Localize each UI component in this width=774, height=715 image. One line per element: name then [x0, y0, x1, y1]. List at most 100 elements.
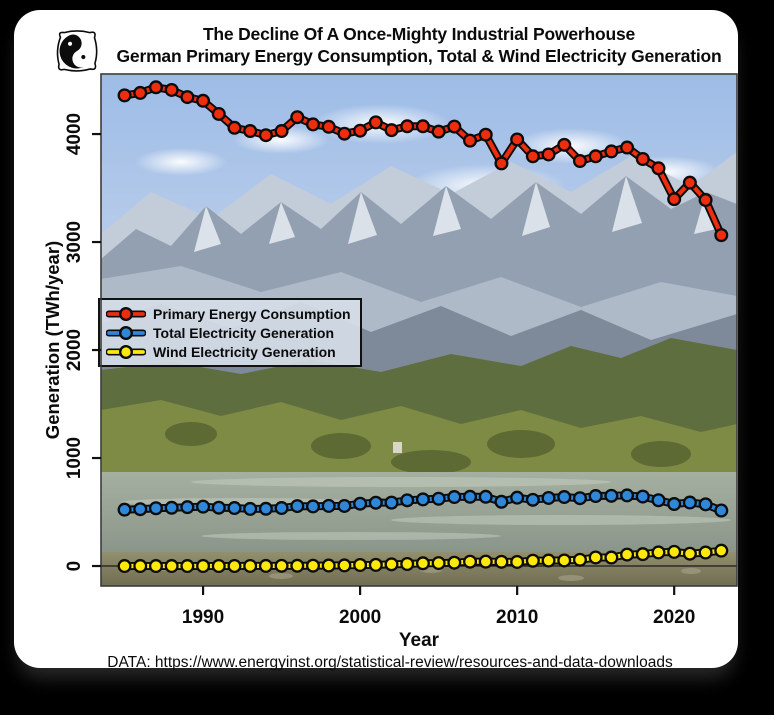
data-point [606, 491, 617, 501]
x-tick-label: 2000 [339, 607, 381, 628]
legend: Primary Energy Consumption Total Electri… [98, 298, 362, 367]
data-point [669, 499, 679, 509]
legend-line-marker-icon [106, 344, 146, 359]
data-point [402, 495, 412, 506]
data-point [355, 125, 365, 136]
data-point [575, 555, 585, 565]
data-point [512, 134, 522, 145]
data-point [261, 504, 271, 514]
data-point [559, 492, 569, 502]
data-point [543, 149, 554, 160]
title-line-2: German Primary Energy Consumption, Total… [116, 46, 722, 66]
data-point [119, 504, 130, 515]
data-point [245, 561, 255, 571]
legend-item-total-electricity: Total Electricity Generation [106, 323, 354, 342]
y-tick-label: 3000 [64, 221, 85, 263]
chart-card: The Decline Of A Once-Mighty Industrial … [14, 10, 738, 671]
x-tick-label: 1990 [182, 607, 224, 628]
data-point [371, 560, 381, 570]
y-tick-label: 2000 [64, 329, 85, 371]
data-point [669, 547, 679, 557]
data-point [496, 497, 507, 507]
data-point [386, 125, 397, 135]
data-point [590, 552, 601, 563]
data-point [685, 549, 695, 559]
front-forest [101, 400, 737, 476]
data-point [465, 557, 475, 567]
data-point [496, 158, 507, 169]
data-point [638, 549, 648, 559]
data-point [433, 126, 444, 137]
data-point [528, 495, 538, 505]
data-point [575, 156, 585, 166]
data-point [700, 547, 711, 558]
data-point [166, 561, 177, 571]
legend-line-marker-icon [106, 325, 146, 340]
data-point [669, 194, 679, 204]
data-point [512, 557, 522, 567]
data-point [481, 492, 491, 502]
data-point [151, 561, 161, 571]
data-point [276, 561, 287, 571]
data-point [324, 122, 334, 132]
data-point [166, 503, 177, 513]
data-point [543, 493, 554, 503]
legend-label: Wind Electricity Generation [153, 343, 336, 360]
data-point [229, 123, 240, 133]
data-point [449, 558, 460, 568]
data-point [716, 505, 726, 516]
data-point [402, 559, 412, 569]
data-point [166, 85, 177, 95]
lakeside-building [393, 442, 402, 453]
data-point [543, 555, 554, 566]
data-point [229, 561, 240, 571]
data-point [292, 501, 302, 511]
data-point [622, 490, 632, 501]
data-point [119, 561, 130, 571]
data-point [386, 559, 397, 570]
data-point [151, 503, 161, 513]
data-point [324, 501, 334, 511]
y-tick-label: 4000 [64, 113, 85, 155]
data-point [638, 154, 648, 164]
yin-yang-birds-logo-icon [56, 30, 98, 72]
data-point [418, 494, 428, 505]
data-point [481, 556, 491, 567]
data-point [339, 501, 350, 511]
legend-item-wind-electricity: Wind Electricity Generation [106, 342, 354, 361]
data-point [622, 142, 632, 153]
data-point [638, 491, 648, 502]
chart-title: The Decline Of A Once-Mighty Industrial … [101, 23, 737, 67]
data-point [229, 503, 240, 513]
x-axis-label: Year [398, 630, 440, 651]
data-point [685, 177, 695, 188]
data-point [559, 140, 569, 150]
data-point [151, 82, 161, 92]
data-point [308, 561, 318, 571]
data-point [528, 556, 538, 566]
data-point [214, 109, 224, 119]
data-point [245, 126, 255, 136]
data-point [465, 492, 475, 502]
data-point [198, 96, 208, 106]
data-point [198, 501, 208, 512]
y-tick-label: 0 [64, 561, 85, 572]
data-point [716, 230, 726, 240]
data-point [214, 561, 224, 571]
data-point [716, 545, 726, 556]
data-point [653, 547, 664, 558]
data-point [433, 558, 444, 568]
x-tick-label: 2020 [653, 607, 695, 628]
data-point [339, 129, 350, 139]
data-point [355, 560, 365, 570]
data-point [653, 495, 664, 505]
data-point [339, 560, 350, 571]
data-point [606, 146, 617, 157]
data-point [700, 499, 711, 510]
legend-label: Total Electricity Generation [153, 324, 335, 341]
data-point [308, 501, 318, 512]
data-point [135, 88, 145, 98]
data-point [245, 504, 255, 514]
y-tick-label: 1000 [64, 437, 85, 479]
